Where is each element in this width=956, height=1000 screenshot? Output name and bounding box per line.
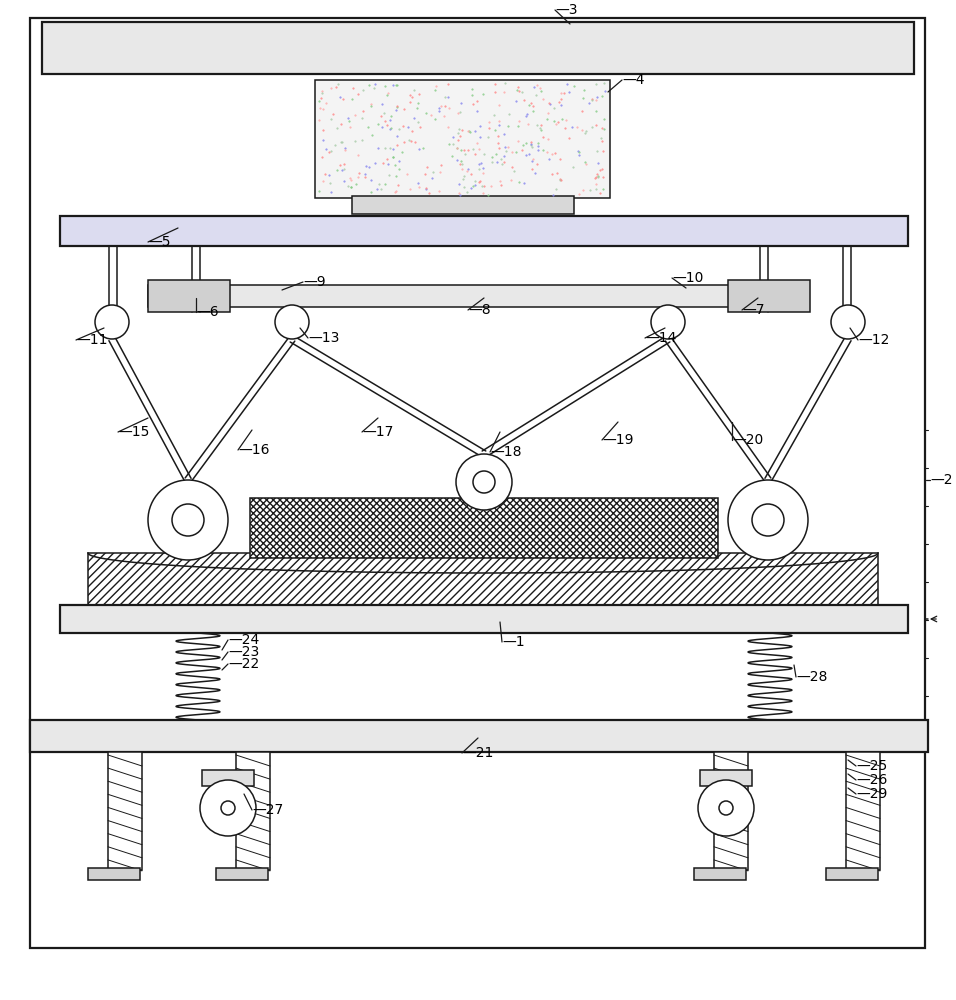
Circle shape [719,801,733,815]
Text: —4: —4 [622,73,644,87]
Text: —7: —7 [742,303,765,317]
Text: —14: —14 [645,331,677,345]
Circle shape [275,305,309,339]
Text: —3: —3 [555,3,577,17]
Text: —2: —2 [930,473,952,487]
Circle shape [148,480,228,560]
Bar [216,868,268,880]
Text: —6: —6 [196,305,219,319]
Text: —19: —19 [602,433,634,447]
Bar [728,280,810,312]
Bar [88,553,878,607]
Text: —8: —8 [468,303,490,317]
Text: —9: —9 [303,275,326,289]
Circle shape [456,454,512,510]
Circle shape [752,504,784,536]
Text: —26: —26 [856,773,887,787]
Text: —21: —21 [462,746,493,760]
Bar [846,752,880,870]
Text: —10: —10 [672,271,704,285]
Text: —20: —20 [732,433,763,447]
Text: —28: —28 [796,670,827,684]
Circle shape [728,480,808,560]
Text: —17: —17 [362,425,393,439]
Circle shape [172,504,204,536]
Text: —12: —12 [858,333,889,347]
Bar [250,498,718,558]
Text: —11: —11 [76,333,107,347]
Bar [60,605,908,633]
Text: —5: —5 [148,235,170,249]
Text: —25: —25 [856,759,887,773]
Text: —22: —22 [228,657,259,671]
Text: —15: —15 [118,425,149,439]
Bar [236,752,270,870]
Bar [42,22,914,74]
Bar [700,770,752,786]
Bar [108,752,142,870]
Text: —16: —16 [238,443,270,457]
Text: —23: —23 [228,645,259,659]
Text: —27: —27 [252,803,283,817]
Circle shape [831,305,865,339]
Bar [694,868,746,880]
Circle shape [698,780,754,836]
Bar [148,285,806,307]
Text: —29: —29 [856,787,887,801]
Bar [714,752,748,870]
Circle shape [473,471,495,493]
Bar [315,80,610,198]
Text: —1: —1 [502,635,525,649]
Circle shape [651,305,685,339]
Bar [60,216,908,246]
Circle shape [95,305,129,339]
Text: —13: —13 [308,331,339,345]
Text: —18: —18 [490,445,522,459]
Bar [30,720,928,752]
Circle shape [221,801,235,815]
Bar [88,868,140,880]
Circle shape [200,780,256,836]
Bar [826,868,878,880]
Bar [352,196,574,214]
Text: —24: —24 [228,633,259,647]
Bar [148,280,230,312]
Bar [202,770,254,786]
